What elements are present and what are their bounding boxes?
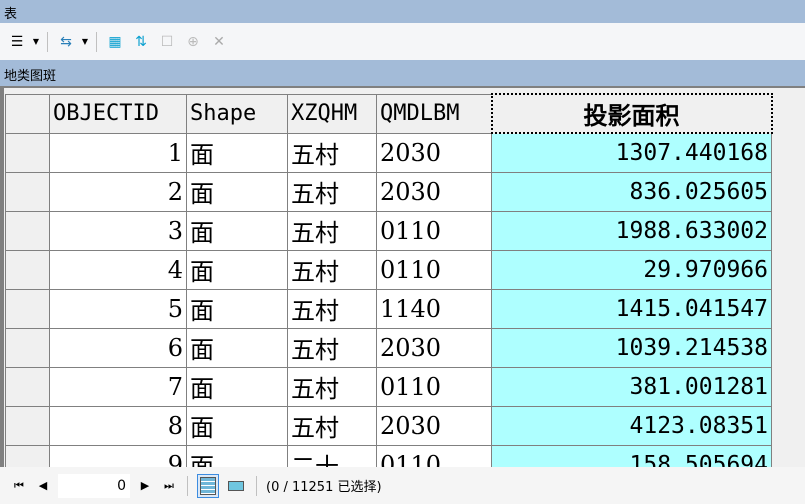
cell-shape[interactable]: 面 — [186, 171, 288, 212]
cell-objectid[interactable]: 8 — [49, 405, 187, 446]
table-row[interactable]: 6 面五村 2030 1039.214538 — [5, 327, 772, 368]
cell-area[interactable]: 836.025605 — [491, 171, 772, 212]
cell-shape[interactable]: 面 — [186, 405, 288, 446]
cell-objectid[interactable]: 5 — [49, 288, 187, 329]
cell-xzqhm[interactable]: 五村 — [287, 249, 377, 290]
row-selector[interactable] — [5, 327, 50, 368]
table-row[interactable]: 5 面五村 1140 1415.041547 — [5, 288, 772, 329]
cell-area[interactable]: 4123.08351 — [491, 405, 772, 446]
last-record-icon[interactable]: ⏭ — [164, 478, 174, 492]
cell-qmdlbm[interactable]: 2030 — [376, 132, 492, 173]
cell-shape[interactable]: 面 — [186, 366, 288, 407]
zoom-to-selected-icon[interactable]: ⊕ — [187, 33, 199, 50]
window-title: 表 — [0, 0, 805, 23]
cell-area[interactable]: 29.970966 — [491, 249, 772, 290]
column-header-shape[interactable]: Shape — [186, 93, 288, 134]
row-selector[interactable] — [5, 171, 50, 212]
cell-area[interactable]: 381.001281 — [491, 366, 772, 407]
column-header-area[interactable]: 投影面积 — [490, 93, 773, 134]
cell-objectid[interactable]: 9 — [49, 444, 187, 467]
table-row[interactable]: 4 面五村 0110 29.970966 — [5, 249, 772, 290]
select-by-attributes-icon[interactable]: ▦ — [108, 33, 122, 50]
toolbar: ☰ ▼ ⇆ ▼ ▦ ⇅ ☐ ⊕ ✕ — [0, 23, 805, 60]
table-tab[interactable]: 地类图斑 — [0, 60, 805, 86]
cell-xzqhm[interactable]: 五村 — [287, 132, 377, 173]
cell-xzqhm[interactable]: 二十 — [287, 444, 377, 467]
row-selector[interactable] — [5, 366, 50, 407]
cell-xzqhm[interactable]: 五村 — [287, 171, 377, 212]
cell-qmdlbm[interactable]: 0110 — [376, 249, 492, 290]
cell-xzqhm[interactable]: 五村 — [287, 405, 377, 446]
cell-area[interactable]: 1988.633002 — [491, 210, 772, 251]
next-record-icon[interactable]: ▶ — [140, 479, 150, 492]
cell-area[interactable]: 158.505694 — [491, 444, 772, 467]
show-selected-records-icon[interactable] — [225, 474, 247, 498]
row-selector[interactable] — [5, 288, 50, 329]
separator — [47, 31, 48, 52]
table-options-icon[interactable]: ☰ — [10, 33, 24, 50]
cell-objectid[interactable]: 1 — [49, 132, 187, 173]
cell-shape[interactable]: 面 — [186, 132, 288, 173]
table-row[interactable]: 1 面五村 2030 1307.440168 — [5, 132, 772, 173]
selection-status: (0 / 11251 已选择) — [266, 480, 382, 495]
cell-shape[interactable]: 面 — [186, 327, 288, 368]
cell-area[interactable]: 1039.214538 — [491, 327, 772, 368]
cell-objectid[interactable]: 2 — [49, 171, 187, 212]
show-all-records-icon[interactable] — [197, 473, 219, 498]
row-selector[interactable] — [5, 405, 50, 446]
table-row[interactable]: 2 面五村 2030 836.025605 — [5, 171, 772, 212]
row-selector[interactable] — [5, 132, 50, 173]
clear-selection-icon[interactable]: ☐ — [160, 33, 174, 50]
related-tables-icon[interactable]: ⇆ — [60, 33, 72, 50]
first-record-icon[interactable]: ⏮ — [14, 478, 24, 492]
row-selector[interactable] — [5, 210, 50, 251]
previous-record-icon[interactable]: ◀ — [38, 479, 48, 492]
chevron-down-icon[interactable]: ▼ — [81, 37, 89, 46]
switch-selection-icon[interactable]: ⇅ — [135, 33, 147, 50]
separator — [256, 475, 257, 496]
cell-shape[interactable]: 面 — [186, 249, 288, 290]
row-header-corner[interactable] — [5, 93, 50, 134]
cell-shape[interactable]: 面 — [186, 210, 288, 251]
cell-qmdlbm[interactable]: 2030 — [376, 327, 492, 368]
cell-objectid[interactable]: 3 — [49, 210, 187, 251]
cell-qmdlbm[interactable]: 0110 — [376, 210, 492, 251]
cell-xzqhm[interactable]: 五村 — [287, 327, 377, 368]
footer: ⏮ ◀ 0 ▶ ⏭ (0 / 11251 已选择) — [0, 467, 805, 504]
column-header-objectid[interactable]: OBJECTID — [49, 93, 187, 134]
cell-area[interactable]: 1307.440168 — [491, 132, 772, 173]
cell-area[interactable]: 1415.041547 — [491, 288, 772, 329]
table-row[interactable]: 7 面五村 0110 381.001281 — [5, 366, 772, 407]
chevron-down-icon[interactable]: ▼ — [32, 37, 40, 46]
cell-xzqhm[interactable]: 五村 — [287, 210, 377, 251]
cell-objectid[interactable]: 7 — [49, 366, 187, 407]
cell-shape[interactable]: 面 — [186, 444, 288, 467]
table-row[interactable]: 3 面五村 0110 1988.633002 — [5, 210, 772, 251]
cell-qmdlbm[interactable]: 1140 — [376, 288, 492, 329]
separator — [96, 31, 97, 52]
cell-qmdlbm[interactable]: 0110 — [376, 366, 492, 407]
cell-shape[interactable]: 面 — [186, 288, 288, 329]
delete-selected-icon[interactable]: ✕ — [213, 33, 225, 50]
cell-qmdlbm[interactable]: 2030 — [376, 171, 492, 212]
attribute-table: OBJECTID Shape XZQHM QMDLBM 投影面积 1 面五村 203… — [5, 93, 773, 467]
row-selector[interactable] — [5, 444, 50, 467]
table-row[interactable]: 9 面二十 0110 158.505694 — [5, 444, 772, 467]
attribute-grid: OBJECTID Shape XZQHM QMDLBM 投影面积 1 面五村 203… — [0, 86, 805, 467]
row-selector[interactable] — [5, 249, 50, 290]
table-row[interactable]: 8 面五村 2030 4123.08351 — [5, 405, 772, 446]
cell-xzqhm[interactable]: 五村 — [287, 288, 377, 329]
column-header-qmdlbm[interactable]: QMDLBM — [376, 93, 492, 134]
record-input[interactable]: 0 — [58, 473, 130, 498]
cell-qmdlbm[interactable]: 2030 — [376, 405, 492, 446]
cell-qmdlbm[interactable]: 0110 — [376, 444, 492, 467]
cell-objectid[interactable]: 4 — [49, 249, 187, 290]
cell-xzqhm[interactable]: 五村 — [287, 366, 377, 407]
separator — [187, 475, 188, 496]
column-header-xzqhm[interactable]: XZQHM — [287, 93, 377, 134]
cell-objectid[interactable]: 6 — [49, 327, 187, 368]
